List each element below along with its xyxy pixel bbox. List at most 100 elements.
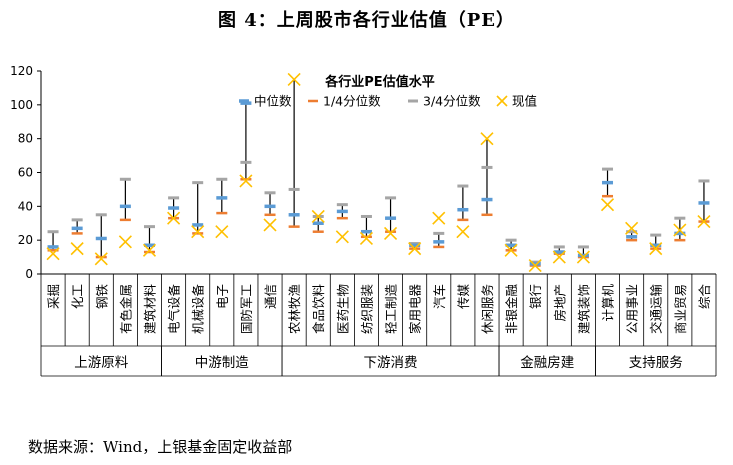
current-value-mark: [456, 225, 470, 239]
category-label: 化工: [70, 284, 85, 309]
group-label: 金融房建: [520, 355, 574, 371]
current-value-mark: [432, 211, 446, 225]
current-value-mark: [142, 243, 157, 257]
category-label: 通信: [263, 284, 278, 309]
labels-layer: 采掘 化工 钢铁 有色金属 建筑材料 电气设备 机械设备 电子 国防军工 通信 农林牧渔 食品饮料 医药…: [46, 284, 712, 371]
current-value-mark: [359, 231, 374, 246]
axes-layer: 0 20 40 60 80 100 120: [10, 64, 717, 377]
y-tick-label: 120: [10, 64, 33, 78]
current-x-stroke: [46, 247, 60, 261]
current-x-stroke: [673, 223, 687, 237]
category-label: 综合: [697, 284, 712, 310]
current-x-stroke: [335, 230, 349, 244]
category-label: 商业贸易: [673, 284, 688, 334]
current-value-mark: [673, 223, 687, 237]
group-label: 上游原料: [74, 355, 128, 371]
marks-layer: [46, 72, 711, 273]
current-x-stroke: [576, 250, 590, 264]
current-value-mark: [70, 242, 84, 256]
current-value-mark: [480, 132, 494, 146]
chart-title: 各行业PE估值水平: [324, 74, 434, 90]
y-tick-label: 100: [10, 98, 33, 112]
source-note: 数据来源：Wind，上银基金固定收益部: [28, 438, 293, 456]
category-label: 家用电器: [408, 284, 423, 335]
current-x-stroke: [70, 242, 84, 256]
current-x-stroke: [359, 231, 374, 246]
category-label: 建筑材料: [142, 284, 157, 335]
current-x-stroke: [649, 242, 663, 256]
group-label: 支持服务: [629, 355, 683, 371]
legend: 中位数 1/4分位数 3/4分位数 现值: [239, 94, 537, 109]
legend-item-q3: 3/4分位数: [408, 94, 481, 109]
current-x-stroke: [600, 198, 615, 212]
current-value-mark: [311, 209, 325, 224]
current-value-mark: [697, 214, 711, 229]
current-x-stroke: [528, 258, 542, 273]
current-x-stroke: [118, 235, 132, 249]
category-label: 机械设备: [191, 284, 206, 335]
current-x-stroke: [456, 225, 470, 239]
current-x-stroke: [239, 174, 253, 188]
current-x-stroke: [142, 243, 157, 257]
figure-title: 图 4：上周股市各行业估值（PE）: [217, 10, 516, 31]
current-value-mark: [576, 250, 590, 264]
category-label: 计算机: [601, 284, 616, 322]
legend-item-median: 中位数: [239, 94, 292, 109]
category-label: 有色金属: [118, 284, 133, 334]
current-value-mark: [552, 250, 566, 264]
legend-item-q1: 1/4分位数: [308, 94, 381, 109]
category-label: 电气设备: [167, 284, 182, 335]
current-x-stroke: [167, 211, 181, 225]
current-x-stroke: [697, 214, 711, 229]
current-x-stroke: [311, 209, 325, 224]
current-value-mark: [600, 198, 615, 212]
current-x-stroke: [504, 243, 518, 257]
current-value-mark: [118, 235, 132, 249]
current-value-mark: [215, 225, 229, 239]
legend-item-current: 现值: [496, 94, 537, 109]
current-x-stroke: [552, 250, 566, 264]
legend-label: 3/4分位数: [423, 94, 481, 109]
category-label: 传媒: [456, 284, 471, 310]
current-x-stroke: [191, 225, 205, 239]
legend-label: 中位数: [254, 94, 292, 109]
current-value-mark: [383, 226, 398, 240]
current-value-mark: [625, 221, 639, 235]
category-label: 国防军工: [239, 284, 254, 334]
current-value-mark: [263, 218, 277, 232]
current-x-stroke: [215, 225, 229, 239]
current-value-mark: [335, 230, 349, 244]
category-label: 房地产: [552, 284, 567, 322]
current-x-stroke: [480, 132, 494, 146]
legend-swatch: [496, 95, 508, 107]
current-value-mark: [46, 247, 60, 261]
y-tick-label: 0: [25, 267, 33, 281]
current-value-mark: [408, 242, 422, 256]
current-x-stroke: [287, 72, 301, 87]
category-label: 休闲服务: [480, 284, 495, 334]
current-value-mark: [239, 174, 253, 188]
current-x-stroke: [408, 242, 422, 256]
category-label: 公用事业: [625, 284, 640, 334]
current-value-mark: [287, 72, 301, 87]
category-label: 建筑装饰: [576, 284, 591, 334]
current-value-mark: [649, 242, 663, 256]
current-x-stroke: [263, 218, 277, 232]
category-label: 钢铁: [94, 284, 109, 310]
category-label: 电子: [215, 284, 230, 309]
category-label: 银行: [528, 284, 543, 309]
current-x-stroke: [625, 221, 639, 235]
y-tick-label: 80: [18, 132, 33, 146]
group-label: 下游消费: [364, 355, 418, 371]
current-value-mark: [94, 252, 108, 266]
current-value-mark: [528, 258, 542, 273]
y-tick-label: 60: [18, 166, 33, 180]
current-value-mark: [191, 225, 205, 239]
category-label: 医药生物: [335, 284, 350, 334]
y-tick-label: 40: [18, 199, 33, 213]
current-value-mark: [504, 243, 518, 257]
category-label: 非银金融: [504, 284, 519, 335]
legend-label: 1/4分位数: [323, 94, 381, 109]
current-value-mark: [167, 211, 181, 225]
